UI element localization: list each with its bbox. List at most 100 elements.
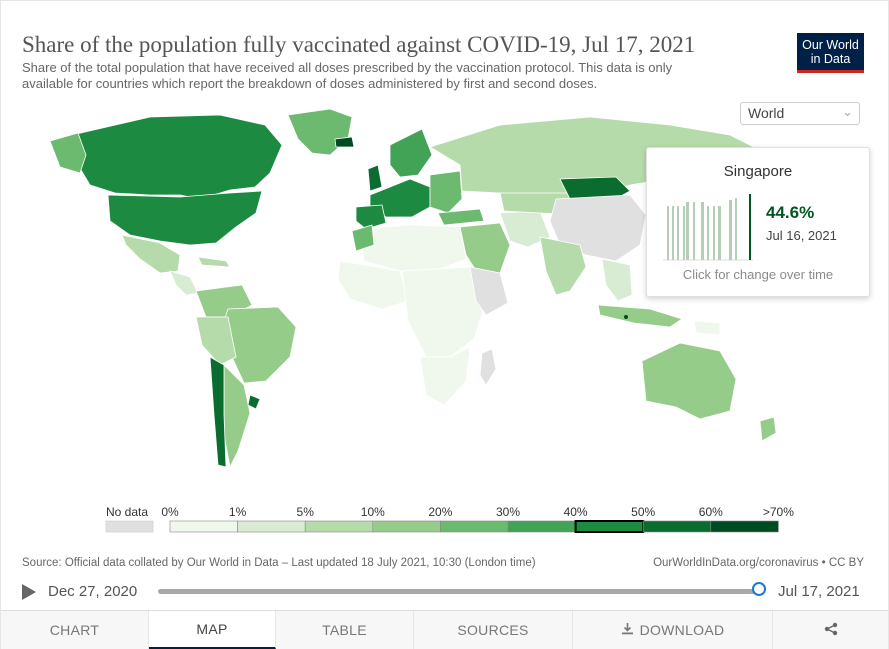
tooltip-hint[interactable]: Click for change over time (682, 267, 834, 282)
credit-link[interactable]: OurWorldInData.org/coronavirus • CC BY (653, 557, 864, 569)
tab-download[interactable]: DOWNLOAD (573, 611, 773, 649)
chevron-down-icon: ⌄ (842, 104, 853, 119)
region-uruguay (247, 394, 261, 410)
region-caribbean (197, 256, 231, 268)
region-mexico (121, 234, 181, 274)
legend-bin[interactable] (304, 520, 374, 533)
chart-subtitle: Share of the total population that have … (22, 60, 673, 91)
spark-bar (667, 206, 669, 260)
region-png (693, 320, 721, 336)
tab-map-label: MAP (196, 621, 228, 637)
tooltip-country: Singapore (723, 163, 793, 180)
legend-no-data-label: No data (106, 505, 149, 519)
tab-table-label: TABLE (322, 622, 367, 638)
legend-no-data-swatch (105, 520, 154, 533)
legend-bin[interactable] (710, 520, 779, 533)
legend-tick-label: >70% (762, 505, 794, 519)
spark-bar (686, 202, 689, 260)
region-turkey (437, 208, 485, 226)
spark-bar (683, 206, 685, 260)
map-legend: No data 0% 1% 5% 10% 20% 30% 40% 50% 60% >70% (100, 502, 820, 542)
spark-bar (729, 200, 732, 260)
legend-tick-label: 40% (563, 505, 588, 519)
tab-download-label: DOWNLOAD (639, 622, 725, 638)
tab-map[interactable]: MAP (149, 611, 276, 649)
tab-sources-label: SOURCES (457, 622, 529, 638)
play-icon[interactable] (22, 584, 36, 600)
region-select-value: World (748, 105, 785, 121)
tooltip-sparkline (663, 194, 753, 261)
region-se-asia (601, 258, 633, 302)
region-indonesia (597, 304, 683, 328)
tab-chart-label: CHART (49, 622, 100, 638)
region-scandinavia (389, 128, 433, 178)
region-select[interactable]: World ⌄ (740, 102, 860, 125)
region-iberia (355, 204, 387, 230)
owid-logo[interactable]: Our World in Data (797, 33, 864, 73)
region-australia (641, 342, 737, 420)
region-east-africa (469, 266, 509, 316)
tab-sources[interactable]: SOURCES (414, 611, 573, 649)
spark-bar (713, 206, 715, 260)
legend-bin[interactable] (574, 520, 645, 533)
legend-tick-label: 60% (698, 505, 723, 519)
timeline-handle[interactable] (752, 582, 766, 596)
chart-title: Share of the population fully vaccinated… (22, 32, 696, 57)
logo-line-2: in Data (810, 52, 851, 66)
timeline-end-date[interactable]: Jul 17, 2021 (778, 583, 860, 600)
legend-tick-label: 1% (228, 505, 247, 519)
tab-table[interactable]: TABLE (276, 611, 414, 649)
legend-tick-label: 5% (296, 505, 314, 519)
map-tooltip[interactable]: Singapore 44.6% Jul 16, 2021 Click for c… (646, 147, 870, 297)
region-west-africa (337, 260, 409, 310)
legend-scale (105, 520, 779, 533)
legend-bin[interactable] (237, 520, 306, 533)
spark-bar (735, 198, 737, 260)
world-map[interactable] (30, 95, 830, 495)
region-india (539, 236, 587, 296)
singapore-marker (624, 315, 628, 319)
timeline-start-date[interactable]: Dec 27, 2020 (48, 583, 138, 600)
region-canada (71, 114, 283, 200)
logo-red-bar (797, 70, 864, 73)
spark-bar (693, 202, 695, 260)
tab-share[interactable] (773, 611, 888, 649)
legend-tick-label: 50% (631, 505, 656, 519)
region-central-america (169, 270, 199, 296)
region-iceland (334, 136, 355, 148)
region-new-zealand (759, 416, 777, 442)
legend-tick-label: 20% (428, 505, 453, 519)
region-alaska (49, 132, 87, 174)
region-madagascar (479, 348, 497, 386)
legend-bin[interactable] (642, 520, 712, 533)
logo-line-1: Our World (802, 38, 859, 52)
region-north-africa (359, 224, 467, 272)
region-greenland (287, 108, 353, 156)
spark-bar (718, 206, 721, 260)
legend-bin[interactable] (440, 520, 509, 533)
source-note: Source: Official data collated by Our Wo… (22, 557, 536, 569)
spark-bar (701, 202, 704, 260)
legend-bin[interactable] (507, 520, 576, 533)
legend-bin[interactable] (372, 520, 441, 533)
timeline-track[interactable] (158, 589, 761, 594)
region-peru-bolivia (195, 316, 237, 366)
region-chile (209, 356, 227, 468)
tab-bar: CHART MAP TABLE SOURCES DOWNLOAD (1, 610, 888, 649)
region-uk (367, 164, 383, 192)
region-east-europe (429, 170, 463, 214)
region-usa (107, 190, 263, 246)
spark-bar (672, 206, 674, 260)
legend-bin[interactable] (169, 520, 238, 533)
tab-chart[interactable]: CHART (1, 611, 149, 649)
legend-tick-label: 10% (360, 505, 385, 519)
download-icon (621, 622, 634, 638)
legend-tick-label: 0% (161, 505, 179, 519)
spark-bar (677, 206, 679, 260)
region-southern-africa (419, 346, 471, 406)
region-morocco (351, 224, 375, 252)
tooltip-date: Jul 16, 2021 (766, 228, 837, 243)
spark-bar-current (749, 194, 751, 260)
tooltip-value: 44.6% (766, 203, 815, 222)
legend-tick-label: 30% (495, 505, 521, 519)
